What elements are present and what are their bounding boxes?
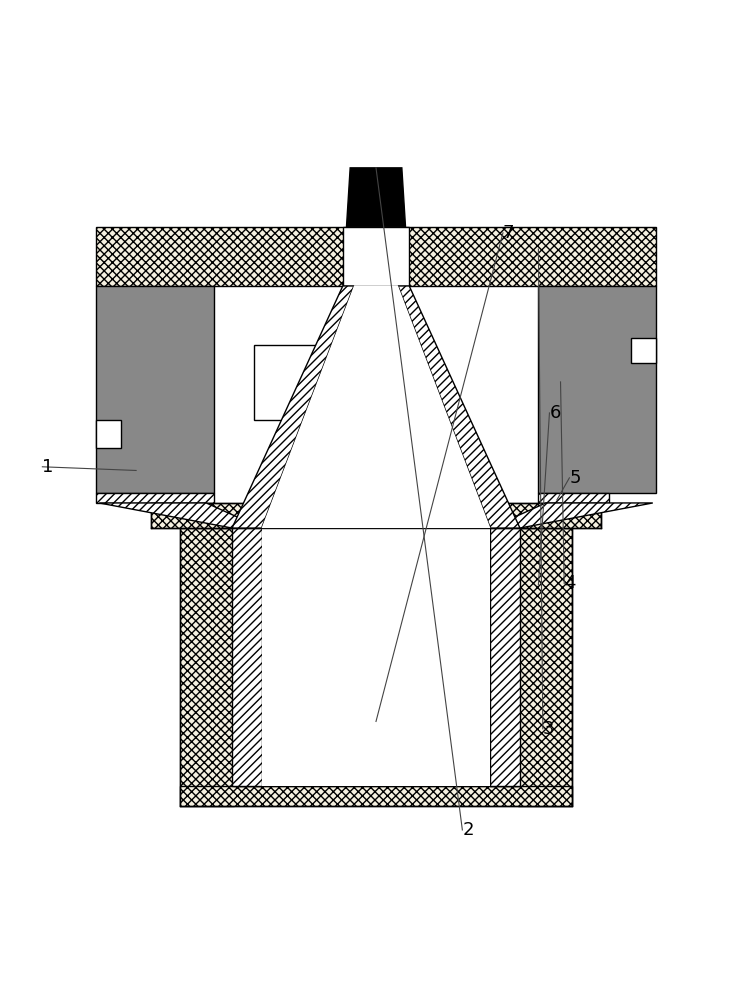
Polygon shape	[262, 503, 490, 528]
Polygon shape	[262, 528, 490, 786]
Polygon shape	[96, 227, 656, 286]
Polygon shape	[343, 227, 409, 286]
Polygon shape	[232, 528, 262, 786]
Polygon shape	[518, 528, 572, 806]
Polygon shape	[180, 528, 234, 806]
Polygon shape	[96, 286, 214, 493]
Polygon shape	[96, 493, 214, 503]
Text: 6: 6	[550, 404, 561, 422]
Polygon shape	[538, 286, 656, 493]
Polygon shape	[490, 503, 601, 528]
Polygon shape	[99, 503, 262, 528]
Text: 2: 2	[462, 821, 474, 839]
Text: 3: 3	[543, 720, 554, 738]
Polygon shape	[151, 503, 262, 528]
Polygon shape	[254, 345, 384, 420]
Polygon shape	[631, 338, 656, 363]
Polygon shape	[232, 286, 354, 528]
Text: 4: 4	[564, 574, 576, 592]
Polygon shape	[398, 286, 520, 528]
Polygon shape	[96, 420, 121, 448]
Text: 7: 7	[503, 224, 514, 242]
Polygon shape	[262, 286, 490, 528]
Polygon shape	[180, 786, 572, 806]
Text: 5: 5	[569, 469, 581, 487]
Polygon shape	[490, 503, 653, 528]
Polygon shape	[538, 493, 608, 503]
Polygon shape	[347, 168, 405, 227]
Polygon shape	[234, 528, 518, 786]
Polygon shape	[490, 528, 520, 786]
Text: 1: 1	[42, 458, 53, 476]
